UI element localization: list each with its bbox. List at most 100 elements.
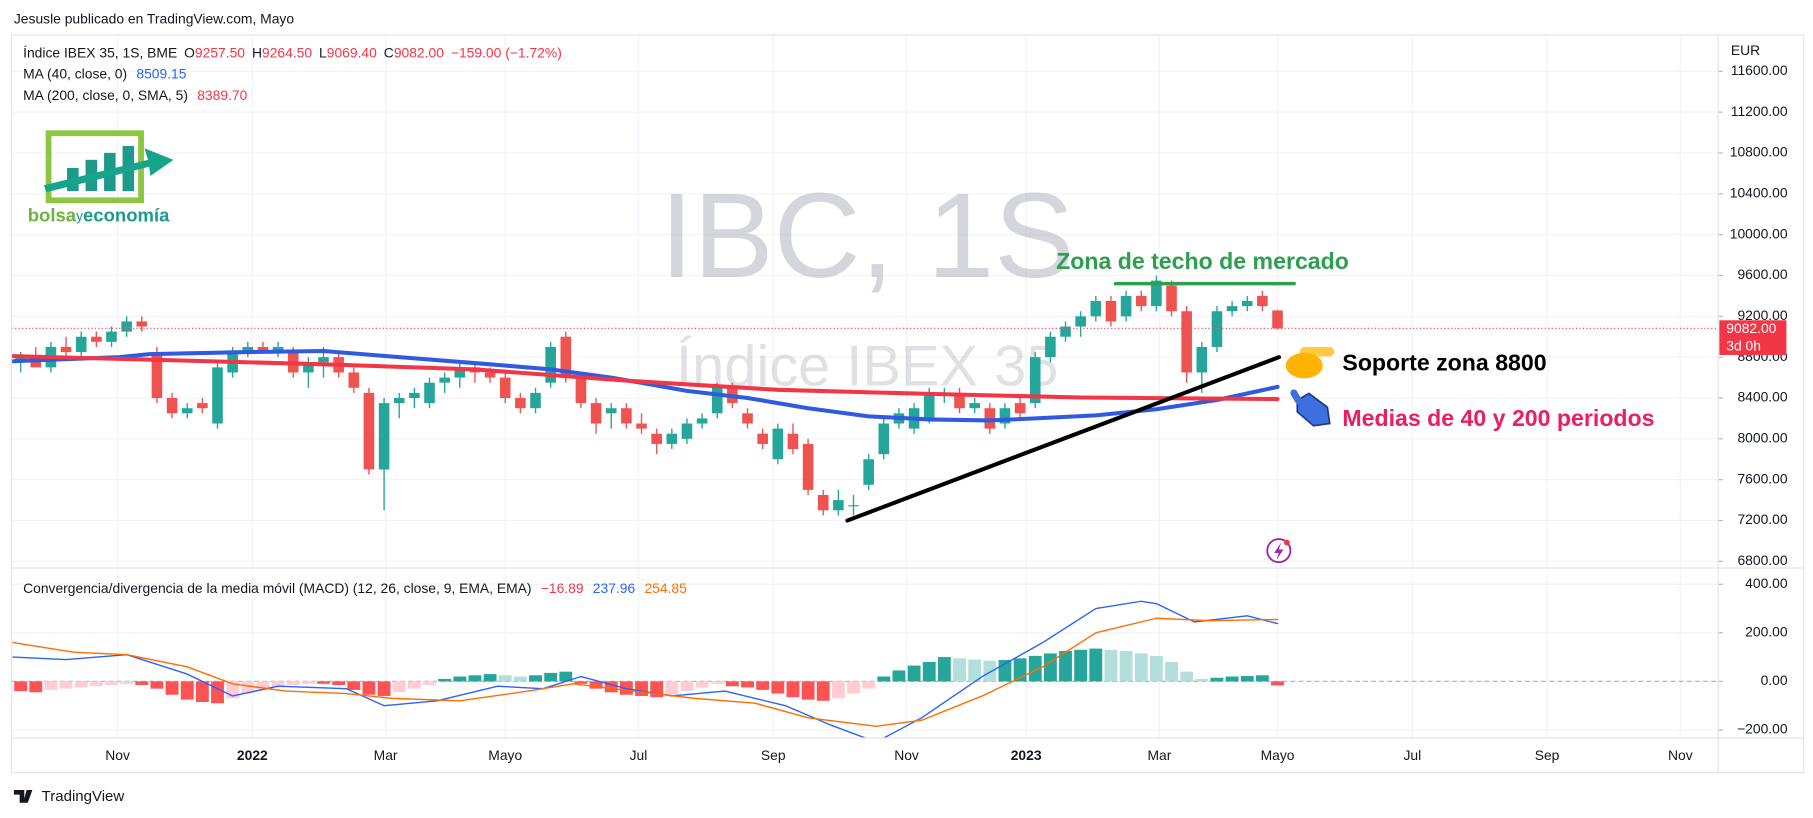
y-tick-label: 8000.00 (1737, 429, 1787, 445)
y-tick-label: 200.00 (1745, 623, 1788, 639)
legend-change: −159.00 (−1.72%) (451, 44, 562, 60)
watermark-symbol: IBC, 1S (660, 169, 1074, 303)
x-tick-label: 2023 (1011, 747, 1042, 763)
hand-shape (1296, 392, 1331, 427)
x-tick-label: Nov (105, 747, 130, 763)
y-tick-label: 10400.00 (1730, 184, 1788, 200)
logo-word: y (76, 207, 83, 223)
y-tick-label: 9600.00 (1737, 266, 1787, 282)
annotation-text: Soporte zona 8800 (1342, 350, 1546, 376)
histogram-bar (483, 674, 497, 682)
y-tick-label: 11200.00 (1731, 103, 1788, 119)
histogram-bar (937, 657, 951, 682)
legend-main: Índice IBEX 35, 1S, BME O9257.50 H9264.50 L… (23, 44, 562, 60)
candle-body (696, 418, 708, 424)
histogram-bar (407, 681, 421, 689)
x-tick-label: Sep (761, 747, 786, 763)
candle-body (1014, 403, 1026, 414)
histogram-bar (211, 681, 224, 704)
axis-layer: Nov 2022 Mar Mayo Jul Sep Nov 2023 Mar Mayo Jul Sep… (105, 62, 1788, 763)
candle-body (621, 408, 632, 424)
candle-body (1075, 316, 1086, 327)
candle-body (318, 357, 329, 363)
lightning-icon (1266, 538, 1292, 564)
y-tick-label: 7600.00 (1737, 470, 1787, 486)
x-tick-label: Jul (1403, 747, 1421, 763)
frame (10, 34, 1805, 774)
histogram-bar (195, 681, 209, 703)
legend-macd-value: −16.89 (541, 579, 584, 595)
histogram-bar (332, 681, 346, 686)
candle-body (651, 433, 662, 444)
histogram-bar (468, 675, 482, 682)
frame-border (10, 34, 1805, 774)
histogram-bar (1104, 649, 1118, 682)
y-tick-label: 0.00 (1761, 672, 1788, 688)
candle-body (106, 331, 117, 342)
histogram-bar (710, 681, 724, 684)
waving-hand-icon (1290, 389, 1331, 427)
legend-macd-label: Convergencia/divergencia de la media móv… (23, 579, 531, 595)
histogram-bar (74, 681, 88, 688)
x-tick-label: Mayo (488, 747, 522, 763)
candle-body (136, 321, 148, 327)
candle-body (454, 367, 466, 378)
histogram-bar (1149, 655, 1163, 682)
histogram-bar (1271, 681, 1284, 686)
price-tag-value: 9082.00 (1726, 320, 1776, 336)
histogram-bar (816, 681, 830, 701)
legend-key: O (184, 44, 195, 60)
histogram-bar (877, 676, 891, 682)
legend-key: L (319, 44, 327, 60)
histogram-bar (559, 671, 573, 682)
histogram-bar (1059, 651, 1072, 682)
candle-body (802, 443, 814, 490)
candle-body (242, 346, 254, 353)
candle-body (1105, 301, 1117, 322)
candle-body (757, 433, 768, 444)
pointing-hand-icon (1285, 347, 1335, 379)
candle-body (923, 392, 935, 419)
histogram-bar (14, 681, 28, 692)
candle-body (605, 408, 617, 414)
histogram-bar (635, 681, 648, 696)
legend-ma-label: MA (40, close, 0) (23, 65, 127, 81)
y-tick-label: −200.00 (1737, 721, 1788, 737)
candle-body (212, 367, 223, 424)
candle-body (1166, 285, 1177, 312)
candle-body (1090, 301, 1102, 317)
candle-body (348, 372, 360, 388)
currency-label: EUR (1731, 42, 1760, 58)
logo-arrow (43, 148, 174, 193)
candle-body (1135, 295, 1147, 307)
histogram-bar (983, 660, 997, 682)
series-line (11, 354, 1280, 402)
x-tick-label: Mayo (1261, 747, 1295, 763)
legend-macd-value: 254.85 (644, 579, 687, 595)
histogram-bar (922, 661, 936, 682)
histogram-bar (574, 681, 588, 684)
candle-body (499, 377, 511, 398)
legend-key: C (384, 44, 394, 60)
histogram-bar (756, 681, 770, 690)
histogram-bar (59, 681, 73, 689)
candle-body (181, 408, 193, 414)
candle-body (742, 413, 753, 424)
legend-value: 9264.50 (262, 44, 312, 60)
histogram-bar (1028, 655, 1042, 682)
candle-body (1151, 280, 1162, 307)
candle-body (984, 408, 996, 429)
histogram-bar (680, 681, 694, 692)
legend-ma200: MA (200, close, 0, SMA, 5) 8389.70 (23, 87, 247, 103)
series-line (11, 349, 1280, 423)
histogram-bar (1255, 675, 1269, 682)
candle-body (1181, 311, 1192, 373)
histogram-bar (347, 681, 361, 690)
histogram-bar (377, 681, 391, 696)
histogram-bar (953, 658, 966, 682)
histogram-bar (392, 681, 406, 693)
histogram-bar (89, 681, 103, 687)
candle-body (1257, 295, 1268, 307)
x-tick-label: Jul (630, 747, 648, 763)
